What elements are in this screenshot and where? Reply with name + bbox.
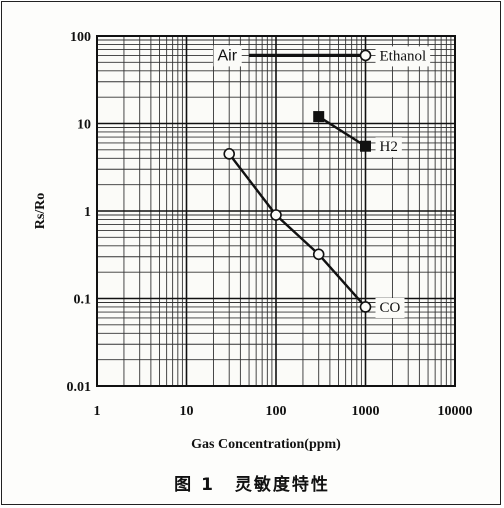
series-label-background	[375, 137, 402, 158]
x-tick-label: 1	[94, 404, 101, 419]
data-point-co	[312, 248, 325, 261]
series-label-co: CO	[380, 300, 401, 316]
series-label-air: Air	[217, 47, 237, 64]
series-label-background	[375, 46, 431, 67]
data-point-co	[270, 209, 282, 221]
x-axis-label: Gas Concentration(ppm)	[191, 437, 341, 452]
figure-title: 灵敏度特性	[234, 475, 330, 495]
series-label-ethanol: Ethanol	[380, 48, 427, 64]
series-line-co	[228, 153, 367, 308]
data-point-co	[223, 148, 236, 160]
series-label-background	[213, 45, 242, 67]
x-tick-label: 10	[180, 404, 194, 419]
y-tick-label: 100	[70, 30, 91, 45]
figure-caption: 图 1 灵敏度特性	[0, 470, 504, 495]
y-tick-label: 10	[77, 118, 91, 133]
x-tick-label: 100	[266, 404, 287, 419]
y-tick-label: 1	[84, 205, 91, 220]
y-tick-label: 0.1	[74, 293, 92, 308]
series-line-h2	[318, 115, 367, 148]
series-label-h2: H2	[380, 139, 398, 155]
y-tick-label: 0.01	[67, 380, 92, 395]
data-point-co	[359, 301, 372, 313]
x-tick-label: 10000	[438, 404, 473, 419]
data-point-h2	[360, 140, 371, 152]
plot-border	[96, 35, 456, 387]
figure-number: 图 1	[174, 475, 215, 495]
series-label-background	[375, 297, 405, 318]
data-point-h2	[313, 111, 325, 123]
data-point-ethanol	[359, 49, 372, 62]
x-tick-label: 1000	[352, 404, 380, 419]
y-axis-label: Rs/Ro	[33, 193, 48, 230]
